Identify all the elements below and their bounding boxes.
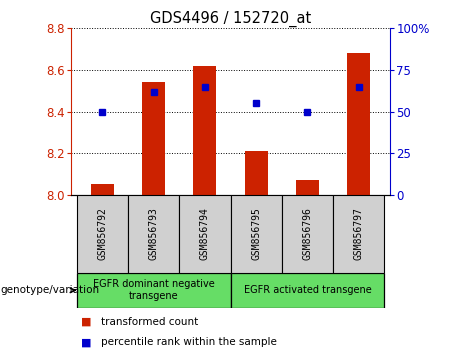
- Bar: [347, 53, 370, 195]
- FancyBboxPatch shape: [282, 195, 333, 273]
- Text: GSM856795: GSM856795: [251, 207, 261, 260]
- Text: EGFR activated transgene: EGFR activated transgene: [243, 285, 371, 295]
- Text: EGFR dominant negative
transgene: EGFR dominant negative transgene: [93, 279, 214, 302]
- Text: GSM856796: GSM856796: [302, 207, 313, 260]
- FancyBboxPatch shape: [333, 195, 384, 273]
- Text: genotype/variation: genotype/variation: [0, 285, 100, 295]
- FancyBboxPatch shape: [230, 273, 384, 308]
- Bar: [91, 184, 114, 195]
- FancyBboxPatch shape: [179, 195, 230, 273]
- FancyBboxPatch shape: [77, 273, 230, 308]
- Text: transformed count: transformed count: [101, 317, 199, 327]
- Text: ■: ■: [81, 337, 91, 348]
- Text: GSM856792: GSM856792: [97, 207, 107, 260]
- Bar: [142, 82, 165, 195]
- Bar: [296, 180, 319, 195]
- FancyBboxPatch shape: [77, 195, 128, 273]
- Text: GSM856797: GSM856797: [354, 207, 364, 260]
- Text: GSM856794: GSM856794: [200, 207, 210, 260]
- Bar: [245, 151, 268, 195]
- Text: GSM856793: GSM856793: [148, 207, 159, 260]
- Bar: [193, 66, 216, 195]
- Text: ■: ■: [81, 317, 91, 327]
- FancyBboxPatch shape: [230, 195, 282, 273]
- Text: percentile rank within the sample: percentile rank within the sample: [101, 337, 278, 348]
- Title: GDS4496 / 152720_at: GDS4496 / 152720_at: [150, 11, 311, 27]
- FancyBboxPatch shape: [128, 195, 179, 273]
